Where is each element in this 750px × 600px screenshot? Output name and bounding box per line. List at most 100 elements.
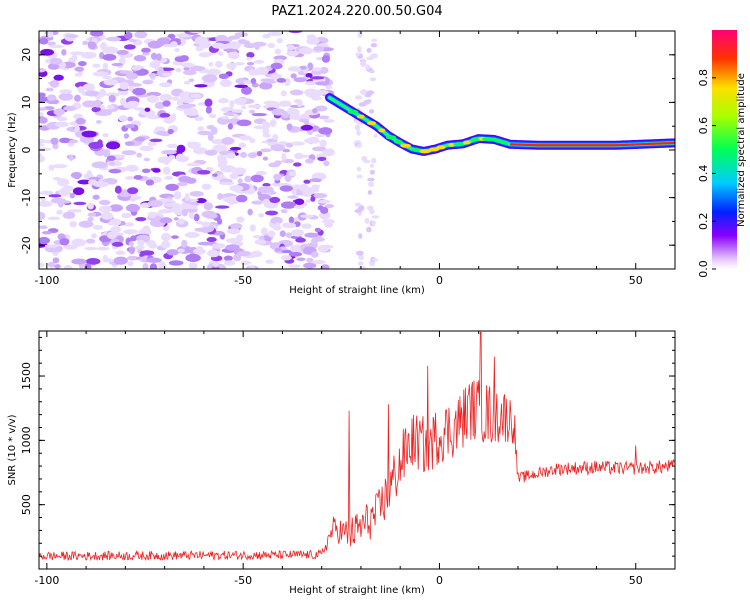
noise-blob: [185, 177, 197, 184]
noise-blob: [156, 130, 169, 136]
noise-blob: [84, 246, 98, 251]
noise-blob: [52, 257, 60, 264]
noise-blob: [39, 107, 48, 111]
snr-y-label: SNR (10 * v/v): [7, 414, 18, 485]
noise-blob: [288, 171, 296, 177]
noise-blob: [175, 153, 185, 162]
noise-blob: [125, 203, 140, 213]
noise-blob: [39, 37, 49, 45]
noise-blob: [52, 143, 59, 150]
noise-blob: [253, 235, 261, 239]
noise-blob: [110, 226, 122, 234]
noise-blob: [357, 31, 363, 39]
noise-blob: [108, 94, 116, 103]
noise-blob: [144, 107, 151, 112]
noise-blob: [301, 223, 312, 229]
spectral-trace-spot: [378, 128, 386, 133]
noise-blob: [185, 253, 201, 263]
noise-blob: [360, 60, 367, 67]
noise-blob: [280, 255, 292, 261]
noise-blob: [160, 233, 172, 242]
noise-blob: [241, 105, 247, 110]
noise-blob: [227, 123, 234, 130]
noise-blob: [73, 201, 87, 206]
noise-blob: [289, 112, 298, 117]
noise-blob: [124, 31, 133, 40]
noise-blob: [57, 178, 70, 187]
noise-blob: [262, 34, 271, 39]
noise-blob: [167, 33, 176, 39]
noise-blob: [131, 65, 142, 71]
x-tick-label: 50: [629, 274, 643, 287]
noise-blob: [373, 134, 378, 138]
noise-blob: [102, 254, 109, 263]
noise-blob: [323, 160, 330, 167]
noise-blob: [246, 51, 255, 58]
noise-blob: [206, 213, 217, 219]
noise-blob: [69, 192, 76, 199]
noise-blob: [250, 250, 263, 258]
noise-blob: [130, 235, 138, 242]
noise-blob: [39, 225, 48, 230]
noise-blob: [129, 197, 137, 202]
noise-blob: [303, 179, 311, 184]
noise-blob: [101, 211, 113, 220]
noise-blob: [119, 97, 126, 106]
noise-blob: [211, 266, 220, 269]
snr-series-line: [39, 331, 675, 562]
y-tick-label: -20: [20, 236, 33, 254]
noise-blob: [300, 214, 314, 218]
y-tick-label: -10: [20, 189, 33, 207]
noise-blob: [260, 227, 268, 236]
noise-blob: [371, 215, 380, 219]
colorbar-tick-label: 0.4: [697, 165, 710, 183]
noise-blob: [236, 250, 252, 257]
noise-blob: [313, 193, 328, 199]
noise-blob: [161, 72, 173, 77]
spectral-trace-spot: [448, 142, 455, 147]
noise-blob: [111, 62, 124, 67]
noise-blob: [255, 171, 267, 176]
noise-blob: [304, 232, 319, 238]
noise-blob: [240, 151, 248, 159]
noise-blob: [259, 82, 273, 90]
noise-blob: [148, 72, 157, 78]
noise-blob: [98, 88, 107, 97]
spectral-trace-spot: [453, 142, 463, 147]
noise-blob: [204, 149, 218, 156]
colorbar-tick-label: 0.6: [697, 117, 710, 135]
noise-blob: [364, 217, 370, 224]
noise-blob: [287, 66, 301, 72]
noise-blob: [45, 87, 54, 92]
spectrogram-y-axis: -20 -10 0 10 20: [20, 30, 675, 270]
noise-blob: [304, 88, 318, 97]
noise-blob: [139, 250, 155, 256]
noise-blob: [217, 98, 230, 104]
noise-blob: [354, 202, 362, 207]
noise-blob: [103, 79, 118, 86]
noise-blob: [315, 56, 324, 61]
noise-blob: [324, 204, 335, 209]
noise-blob: [312, 186, 320, 193]
noise-blob: [276, 78, 287, 83]
noise-blob: [367, 189, 373, 195]
noise-blob: [164, 175, 174, 180]
spectral-trace-spot: [419, 149, 432, 154]
noise-blob: [41, 230, 53, 235]
noise-blob: [306, 257, 314, 263]
noise-blob: [278, 101, 292, 107]
noise-blob: [254, 239, 267, 245]
noise-blob: [369, 169, 375, 175]
noise-blob: [149, 138, 163, 143]
noise-blob: [106, 141, 121, 150]
noise-blob: [166, 249, 179, 256]
colorbar: 0.0 0.2 0.4 0.6 0.8 Normalized spectral ampl…: [697, 30, 747, 278]
noise-blob: [47, 63, 60, 70]
noise-blob: [318, 115, 330, 120]
noise-blob: [188, 78, 195, 83]
noise-blob: [146, 91, 162, 97]
noise-blob: [366, 90, 375, 95]
snr-panel: -100 -50 0 50 500 1000 1500 Height of straigh…: [7, 330, 676, 596]
noise-blob: [317, 205, 324, 211]
noise-blob: [133, 55, 147, 62]
